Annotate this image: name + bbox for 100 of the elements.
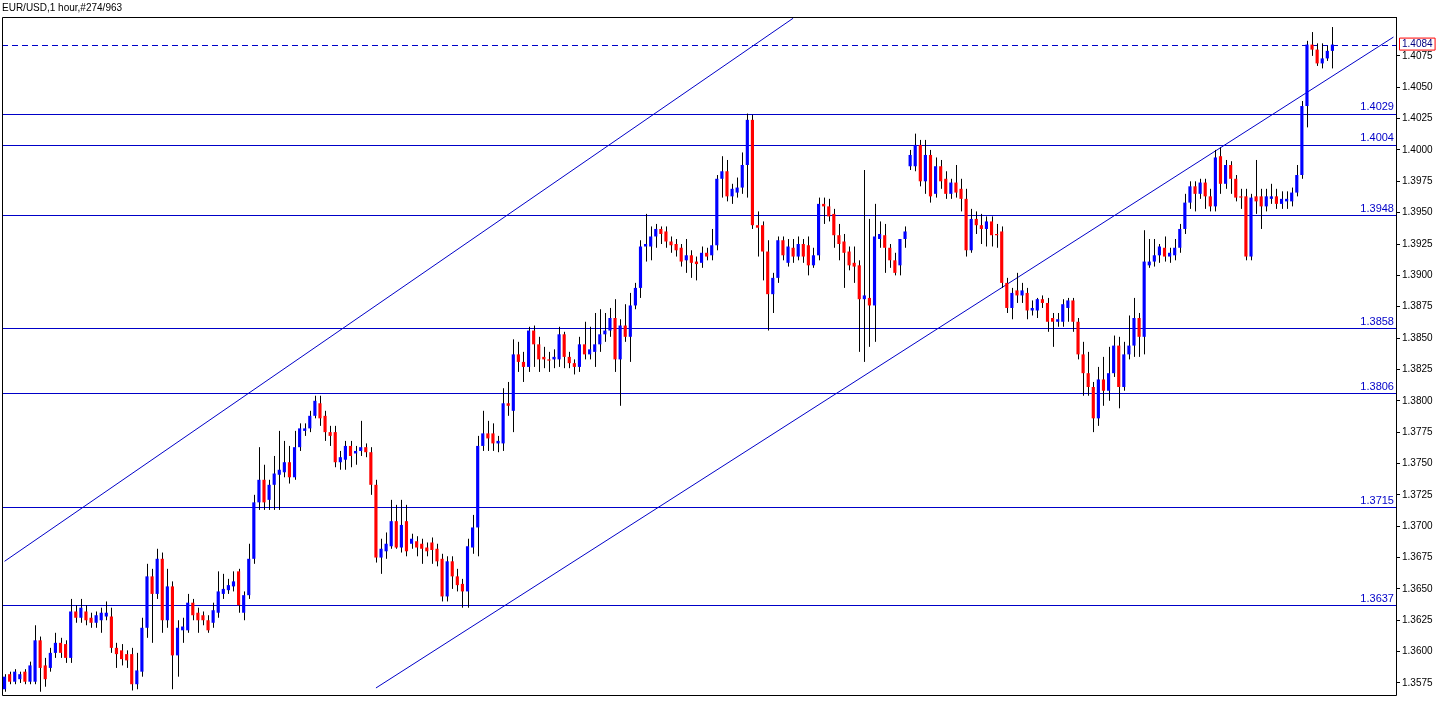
candlestick <box>888 243 892 269</box>
y-tick-label: 1.3975 <box>1402 175 1434 187</box>
candlestick <box>1020 282 1024 304</box>
ref-line-label: 1.3948 <box>1360 201 1394 214</box>
y-tick-label: 1.3850 <box>1402 331 1434 343</box>
y-tick-label: 1.3900 <box>1402 269 1434 281</box>
y-tick-label: 1.3725 <box>1402 488 1434 500</box>
candlestick <box>1106 346 1111 402</box>
candlestick <box>298 422 302 452</box>
candlestick <box>1274 188 1279 210</box>
candlestick <box>1015 272 1019 304</box>
candlestick <box>735 177 739 199</box>
candlestick <box>43 657 47 688</box>
candlestick <box>379 538 383 575</box>
candlestick <box>1295 164 1299 197</box>
y-tick-label: 1.3875 <box>1402 300 1434 312</box>
candlestick <box>710 228 714 261</box>
candlestick <box>984 215 989 248</box>
candlestick <box>1086 351 1090 397</box>
candlestick <box>537 336 541 373</box>
candlestick <box>1234 174 1238 202</box>
candlestick <box>114 642 119 669</box>
candlestick <box>577 336 582 373</box>
candlestick <box>1066 297 1070 323</box>
candlestick <box>598 308 602 353</box>
y-tick-label: 1.3675 <box>1402 551 1434 563</box>
candlestick <box>64 639 68 664</box>
candlestick <box>883 223 887 274</box>
candlestick <box>221 573 225 600</box>
candlestick <box>1045 297 1050 333</box>
candlestick <box>1320 42 1324 69</box>
candlestick <box>806 235 810 276</box>
candlestick <box>399 499 403 554</box>
candlestick <box>974 210 978 235</box>
candlestick <box>1259 188 1263 230</box>
candlestick <box>491 422 495 452</box>
candlestick <box>720 155 724 199</box>
candlestick <box>79 598 83 624</box>
candlestick <box>623 303 627 343</box>
ref-line-label: 1.4004 <box>1360 131 1394 144</box>
candlestick <box>582 321 587 360</box>
candlestick <box>267 479 271 511</box>
candlestick <box>1198 178 1202 200</box>
candlestick <box>1081 341 1085 397</box>
candlestick <box>801 238 805 264</box>
candlestick <box>771 272 775 314</box>
candlestick <box>1061 298 1065 328</box>
y-tick-label: 1.4075 <box>1402 49 1434 61</box>
candlestick <box>730 183 734 205</box>
candlestick <box>1051 312 1055 348</box>
candlestick <box>827 198 831 222</box>
candlestick <box>1152 238 1156 268</box>
candlestick <box>1162 235 1167 263</box>
y-tick-label: 1.3625 <box>1402 614 1434 626</box>
candlestick <box>842 233 846 289</box>
ref-line-label: 1.3637 <box>1360 591 1394 604</box>
candlestick <box>547 351 551 373</box>
candlestick <box>862 169 866 363</box>
y-tick-label: 1.4000 <box>1402 143 1434 155</box>
candlestick <box>1071 297 1075 333</box>
candlestick <box>150 568 154 644</box>
candlestick <box>455 568 459 592</box>
candlestick <box>119 643 124 666</box>
candlestick <box>1178 223 1182 254</box>
candlestick <box>791 238 795 264</box>
candlestick <box>277 430 281 511</box>
candlestick <box>1101 356 1106 407</box>
candlestick <box>786 238 790 268</box>
candlestick <box>506 381 510 417</box>
candlestick <box>796 235 800 261</box>
candlestick <box>1310 31 1314 57</box>
candlestick <box>343 440 347 471</box>
candlestick <box>1254 159 1258 215</box>
candlestick <box>313 395 317 419</box>
y-tick-label: 1.3575 <box>1402 676 1434 688</box>
candlestick <box>359 420 363 457</box>
candlestick <box>338 450 342 471</box>
candlestick <box>1188 180 1192 210</box>
candlestick <box>48 647 52 673</box>
candlestick <box>649 225 653 261</box>
candlestick <box>593 312 597 368</box>
candlestick <box>272 455 276 511</box>
candlestick <box>262 464 266 511</box>
candlestick <box>644 213 648 263</box>
candlestick <box>415 535 419 557</box>
candlestick <box>608 307 612 338</box>
y-tick-label: 1.4025 <box>1402 112 1434 124</box>
ref-line-label: 1.3806 <box>1360 379 1394 392</box>
candlestick <box>588 326 592 360</box>
y-tick-label: 1.3700 <box>1402 519 1434 531</box>
candlestick <box>837 223 841 261</box>
y-tick-label: 1.3750 <box>1402 457 1434 469</box>
y-tick-label: 1.3800 <box>1402 394 1434 406</box>
candlestick <box>939 159 943 190</box>
candlestick <box>811 247 816 269</box>
candlestick <box>471 514 475 555</box>
y-tick-label: 1.3600 <box>1402 645 1434 657</box>
candlestick <box>679 243 683 268</box>
candlestick <box>1330 26 1334 69</box>
candlestick <box>903 225 907 249</box>
